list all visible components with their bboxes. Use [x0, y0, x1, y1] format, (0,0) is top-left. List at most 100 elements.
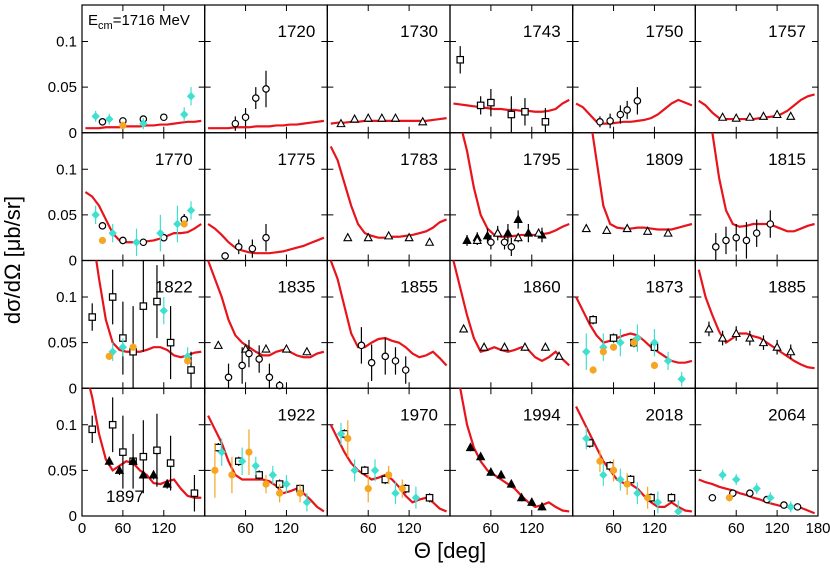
- y-tick-label: 0.05: [48, 207, 77, 224]
- data-point: [156, 228, 165, 238]
- energy-label: 1783: [400, 150, 438, 169]
- data-point: [139, 302, 148, 310]
- panel-frame: [694, 387, 819, 517]
- data-point: [98, 222, 107, 230]
- data-point: [527, 497, 537, 506]
- data-point: [482, 230, 493, 240]
- data-point: [507, 110, 516, 119]
- data-point: [766, 220, 775, 228]
- x-tick-label: 120: [274, 520, 299, 537]
- data-point: [187, 366, 195, 374]
- panel: 0 0.05 0.1 Ecm=1716 MeV: [48, 4, 206, 142]
- data-point: [487, 238, 495, 247]
- data-point: [138, 469, 149, 479]
- panel: 1730: [326, 4, 451, 134]
- y-tick-label: 0.05: [48, 335, 77, 352]
- data-point: [540, 342, 551, 351]
- data-point: [238, 361, 246, 370]
- data-point: [357, 341, 366, 350]
- model-curve: [330, 117, 447, 125]
- y-tick-label: 0.1: [56, 417, 77, 434]
- panel: 0 0.05 0.1 1770: [48, 132, 206, 270]
- energy-label: 1809: [646, 150, 684, 169]
- x-tick-label: 180: [805, 520, 830, 537]
- energy-label: 1750: [646, 22, 684, 41]
- data-point: [599, 348, 607, 356]
- data-point: [221, 252, 229, 260]
- data-point: [780, 501, 788, 509]
- data-point: [520, 342, 530, 351]
- data-point: [537, 501, 547, 511]
- data-point: [722, 236, 730, 245]
- data-point: [523, 227, 534, 237]
- data-point: [262, 233, 270, 242]
- panel: 1885: [694, 259, 819, 389]
- data-point: [424, 237, 435, 246]
- data-point: [704, 323, 714, 333]
- energy-label: 1922: [278, 405, 316, 424]
- x-tick-label: 60: [237, 520, 254, 537]
- data-point: [401, 366, 410, 374]
- data-point: [190, 489, 199, 497]
- data-point: [281, 343, 292, 353]
- data-point: [582, 434, 591, 443]
- data-point: [128, 456, 138, 465]
- data-point: [251, 461, 260, 471]
- panel: 60 120 1994: [449, 387, 574, 537]
- y-tick-label: 0.05: [48, 462, 77, 479]
- data-point: [506, 478, 517, 488]
- data-point: [119, 121, 127, 130]
- data-point: [596, 457, 604, 465]
- data-point: [746, 489, 754, 497]
- data-point: [623, 106, 631, 114]
- data-point: [513, 214, 523, 223]
- energy-value: =1716 MeV: [113, 12, 190, 29]
- data-point: [262, 85, 270, 93]
- data-point: [521, 107, 529, 116]
- energy-label: 1743: [523, 22, 561, 41]
- data-point: [398, 485, 406, 493]
- model-curve: [452, 260, 571, 367]
- energy-label: 1757: [768, 22, 806, 41]
- data-point: [623, 480, 631, 488]
- y-tick-label: 0: [69, 253, 77, 270]
- panel: 1720: [204, 4, 328, 134]
- data-point: [758, 337, 769, 347]
- data-point: [581, 223, 592, 233]
- data-point: [224, 373, 233, 382]
- data-point: [139, 452, 148, 461]
- data-point: [596, 118, 604, 126]
- data-point: [650, 361, 659, 370]
- data-point: [265, 373, 274, 382]
- data-point: [487, 98, 495, 107]
- data-point: [162, 478, 172, 488]
- data-point: [500, 238, 509, 247]
- data-point: [336, 429, 346, 439]
- data-point: [363, 232, 373, 242]
- model-curve: [207, 260, 325, 359]
- data-point: [554, 351, 564, 360]
- data-point: [711, 243, 720, 251]
- model-curve: [208, 119, 325, 130]
- data-point: [663, 356, 673, 366]
- data-point: [211, 466, 219, 474]
- data-point: [377, 112, 387, 122]
- panel: 60 120 2018: [572, 387, 696, 537]
- data-point: [241, 113, 250, 122]
- x-tick-label: 60: [728, 520, 745, 537]
- data-point: [609, 343, 618, 351]
- model-curve: [207, 223, 325, 255]
- data-point: [234, 243, 243, 251]
- energy-label: 1822: [155, 278, 193, 297]
- panel: 1750: [572, 4, 696, 134]
- y-tick-label: 0.1: [56, 289, 77, 306]
- data-point: [166, 459, 175, 467]
- data-point: [391, 357, 400, 365]
- x-tick-label: 120: [642, 520, 667, 537]
- x-tick-label: 60: [115, 520, 132, 537]
- energy-label: 1994: [523, 405, 561, 424]
- panel: 1809: [572, 132, 696, 262]
- data-point: [717, 332, 728, 342]
- x-tick-label: 120: [519, 520, 544, 537]
- model-curve: [329, 260, 448, 367]
